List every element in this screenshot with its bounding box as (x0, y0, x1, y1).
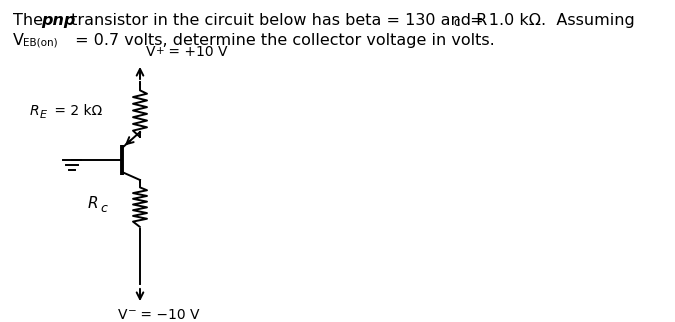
Text: = 0.7 volts, determine the collector voltage in volts.: = 0.7 volts, determine the collector vol… (70, 33, 495, 48)
Text: V: V (146, 45, 155, 59)
Text: transistor in the circuit below has beta = 130 and R: transistor in the circuit below has beta… (66, 13, 487, 28)
Text: = +10 V: = +10 V (164, 45, 227, 59)
Text: = 2 kΩ: = 2 kΩ (50, 104, 102, 118)
Text: −: − (128, 306, 137, 316)
Text: V: V (13, 33, 24, 48)
Text: E: E (40, 110, 47, 120)
Text: V: V (118, 308, 128, 322)
Text: R: R (88, 196, 99, 212)
Text: c: c (100, 203, 107, 215)
Text: EB(on): EB(on) (23, 37, 57, 47)
Text: c: c (453, 16, 460, 29)
Text: The: The (13, 13, 48, 28)
Text: = 1.0 kΩ.  Assuming: = 1.0 kΩ. Assuming (465, 13, 634, 28)
Text: R: R (30, 104, 40, 118)
Text: = −10 V: = −10 V (136, 308, 200, 322)
Text: pnp: pnp (41, 13, 76, 28)
Text: +: + (156, 46, 165, 56)
